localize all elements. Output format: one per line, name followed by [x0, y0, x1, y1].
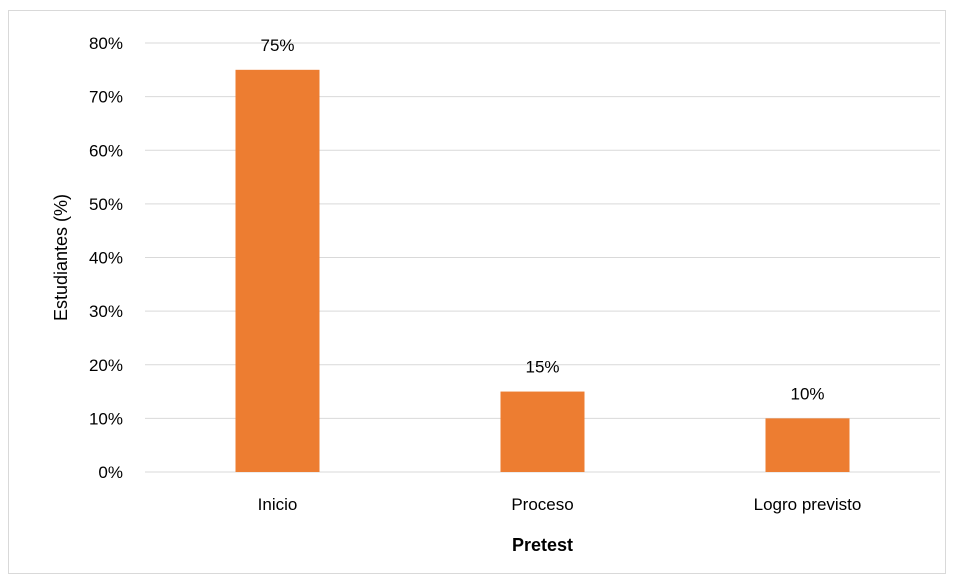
data-label: 75%: [260, 36, 294, 55]
y-tick-label: 80%: [89, 34, 123, 53]
bars: [235, 69, 850, 472]
chart-frame: [8, 10, 946, 574]
x-tick-label: Proceso: [511, 495, 573, 514]
x-axis-ticks: Inicio Proceso Logro previsto: [258, 495, 862, 514]
x-tick-label: Inicio: [258, 495, 298, 514]
y-tick-label: 70%: [89, 88, 123, 107]
y-tick-label: 20%: [89, 356, 123, 375]
data-label: 15%: [525, 358, 559, 377]
x-axis-title: Pretest: [512, 535, 573, 555]
y-tick-label: 0%: [98, 463, 123, 482]
y-axis-ticks: 0% 10% 20% 30% 40% 50% 60% 70% 80%: [89, 34, 123, 482]
y-tick-label: 10%: [89, 409, 123, 428]
y-axis-title: Estudiantes (%): [51, 194, 71, 321]
y-tick-label: 50%: [89, 195, 123, 214]
x-tick-label: Logro previsto: [754, 495, 862, 514]
y-tick-label: 40%: [89, 249, 123, 268]
bar-logro-previsto: [765, 418, 850, 472]
bar-proceso: [500, 391, 585, 472]
data-label: 10%: [790, 384, 824, 403]
data-labels: 75% 15% 10%: [260, 36, 824, 404]
y-tick-label: 30%: [89, 302, 123, 321]
y-tick-label: 60%: [89, 141, 123, 160]
bar-inicio: [235, 69, 320, 472]
